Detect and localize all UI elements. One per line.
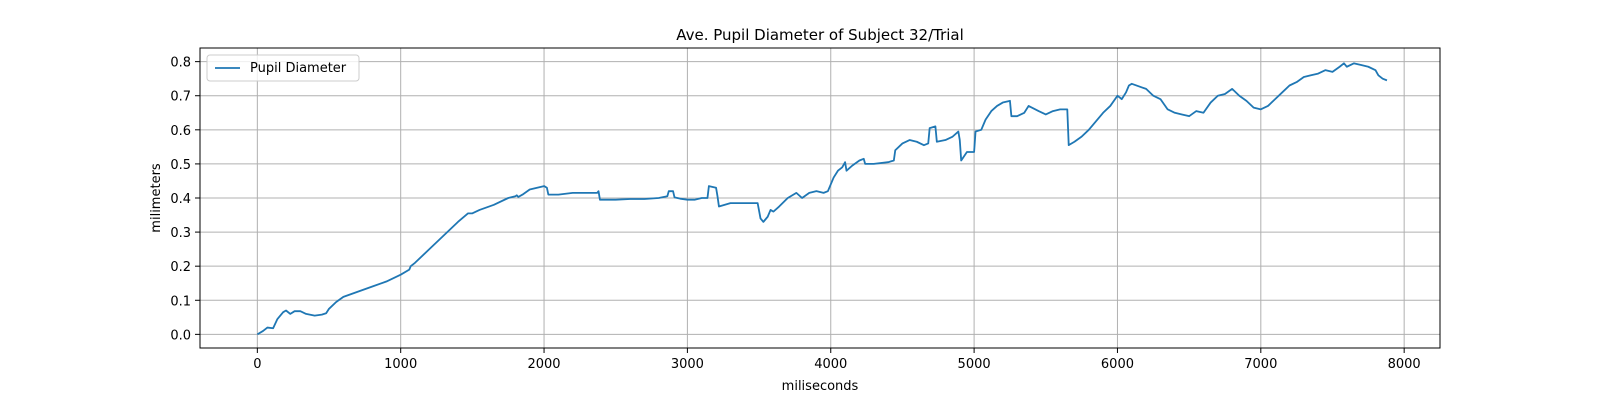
y-axis: 0.0 0.1 0.2 0.3 0.4 0.5 0.6 0.7 0.8 — [170, 56, 200, 343]
x-tick-label: 7000 — [1244, 357, 1277, 372]
y-tick-label: 0.7 — [170, 90, 191, 105]
x-tick-label: 2000 — [527, 357, 560, 372]
legend: Pupil Diameter — [206, 54, 360, 82]
y-tick-label: 0.2 — [170, 260, 191, 275]
plot-area — [256, 62, 1388, 336]
y-axis-label: milimeters — [149, 163, 164, 233]
y-tick-label: 0.3 — [170, 226, 191, 241]
x-tick-label: 3000 — [671, 357, 704, 372]
chart-title: Ave. Pupil Diameter of Subject 32/Trial — [676, 26, 964, 44]
x-axis-label: miliseconds — [782, 379, 859, 394]
x-tick-label: 1000 — [384, 357, 417, 372]
x-tick-label: 4000 — [814, 357, 847, 372]
y-tick-label: 0.4 — [170, 192, 191, 207]
series-line-pupil-diameter — [256, 62, 1388, 336]
y-tick-label: 0.8 — [170, 56, 191, 71]
x-tick-label: 6000 — [1101, 357, 1134, 372]
x-tick-label: 0 — [253, 357, 261, 372]
legend-box — [206, 54, 360, 82]
legend-label: Pupil Diameter — [250, 61, 347, 76]
y-tick-label: 0.6 — [170, 124, 191, 139]
x-axis: 0 1000 2000 3000 4000 5000 6000 7000 8000 — [253, 348, 1421, 372]
y-tick-label: 0.0 — [170, 328, 191, 343]
y-tick-label: 0.1 — [170, 294, 191, 309]
y-tick-label: 0.5 — [170, 158, 191, 173]
x-tick-label: 8000 — [1388, 357, 1421, 372]
x-tick-label: 5000 — [958, 357, 991, 372]
grid — [200, 48, 1440, 348]
